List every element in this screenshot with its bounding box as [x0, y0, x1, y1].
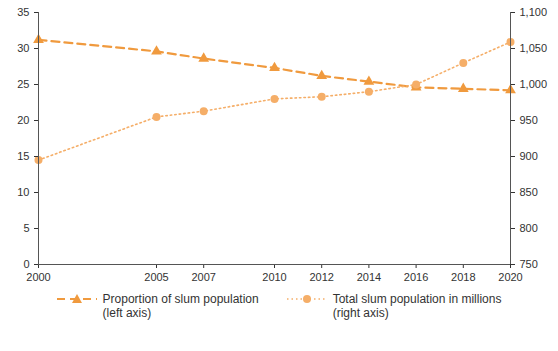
svg-text:800: 800 — [520, 222, 538, 234]
svg-text:2016: 2016 — [404, 271, 428, 283]
html-text:Total slum population in milli: Total slum population in millions (right… — [332, 292, 502, 320]
svg-text:2005: 2005 — [144, 271, 168, 283]
svg-text:1,100: 1,100 — [520, 6, 548, 18]
svg-text:35: 35 — [17, 6, 29, 18]
svg-text:30: 30 — [17, 42, 29, 54]
svg-text:0: 0 — [23, 258, 29, 270]
svg-text:850: 850 — [520, 186, 538, 198]
svg-text:2000: 2000 — [26, 271, 50, 283]
svg-text:25: 25 — [17, 78, 29, 90]
svg-text:10: 10 — [17, 186, 29, 198]
html-text:Proportion of slum population: Proportion of slum population (left axis… — [102, 292, 259, 320]
svg-text:20: 20 — [17, 114, 29, 126]
svg-text:2007: 2007 — [191, 271, 215, 283]
svg-text:900: 900 — [520, 150, 538, 162]
svg-text:1,000: 1,000 — [520, 78, 548, 90]
svg-text:15: 15 — [17, 150, 29, 162]
svg-text:2010: 2010 — [262, 271, 286, 283]
svg-text:2012: 2012 — [309, 271, 333, 283]
svg-text:950: 950 — [520, 114, 538, 126]
svg-text:1,050: 1,050 — [520, 42, 548, 54]
svg-text:2020: 2020 — [498, 271, 522, 283]
svg-text:750: 750 — [520, 258, 538, 270]
svg-text:2018: 2018 — [451, 271, 475, 283]
svg-text:2014: 2014 — [357, 271, 381, 283]
svg-text:5: 5 — [23, 222, 29, 234]
